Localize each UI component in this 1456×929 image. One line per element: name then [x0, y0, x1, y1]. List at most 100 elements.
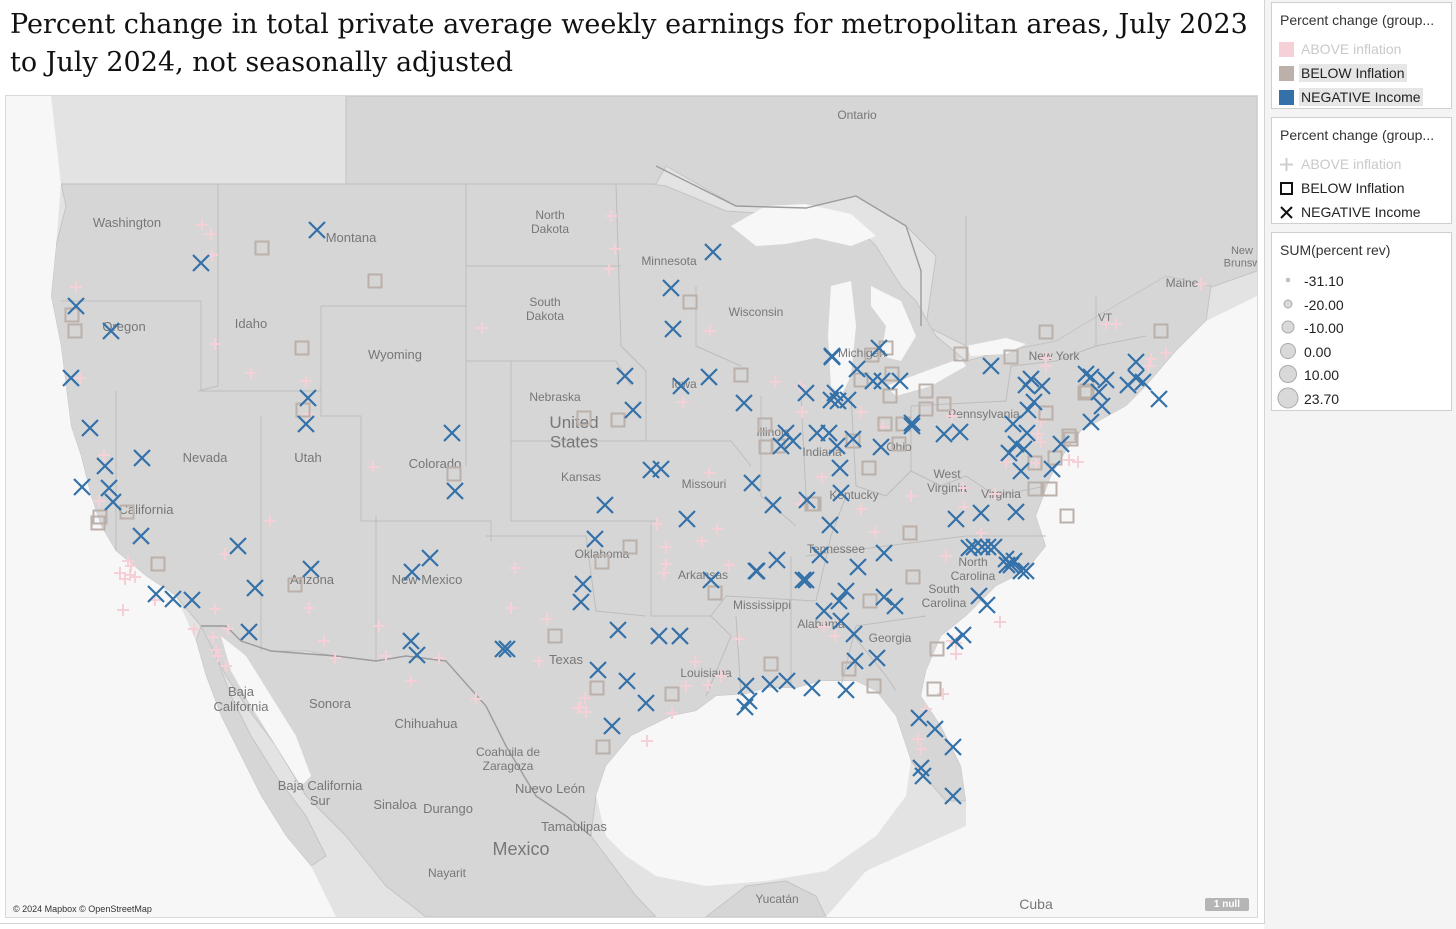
negative-income-x-mark[interactable] [246, 579, 264, 597]
below-inflation-square-mark[interactable] [622, 539, 638, 555]
negative-income-x-mark[interactable] [978, 596, 996, 614]
above-inflation-plus-mark[interactable] [1040, 360, 1052, 372]
negative-income-x-mark[interactable] [811, 546, 829, 564]
negative-income-x-mark[interactable] [133, 449, 151, 467]
above-inflation-plus-mark[interactable] [829, 630, 841, 642]
above-inflation-plus-mark[interactable] [220, 660, 232, 672]
negative-income-x-mark[interactable] [960, 539, 978, 557]
above-inflation-plus-mark[interactable] [715, 670, 727, 682]
negative-income-x-mark[interactable] [609, 621, 627, 639]
negative-income-x-mark[interactable] [671, 627, 689, 645]
size-legend-item[interactable]: -10.00 [1272, 316, 1451, 338]
negative-income-x-mark[interactable] [81, 419, 99, 437]
negative-income-x-mark[interactable] [743, 474, 761, 492]
negative-income-x-mark[interactable] [764, 496, 782, 514]
negative-income-x-mark[interactable] [845, 625, 863, 643]
above-inflation-plus-mark[interactable] [380, 650, 392, 662]
negative-income-x-mark[interactable] [1077, 365, 1095, 383]
below-inflation-square-mark[interactable] [90, 515, 106, 531]
negative-income-x-mark[interactable] [965, 538, 983, 556]
color-legend-item-negative[interactable]: NEGATIVE Income [1272, 85, 1451, 107]
above-inflation-plus-mark[interactable] [905, 490, 917, 502]
below-inflation-square-mark[interactable] [547, 628, 563, 644]
negative-income-x-mark[interactable] [848, 360, 866, 378]
negative-income-x-mark[interactable] [886, 597, 904, 615]
below-inflation-square-mark[interactable] [1059, 508, 1075, 524]
negative-income-x-mark[interactable] [837, 582, 855, 600]
negative-income-x-mark[interactable] [1004, 415, 1022, 433]
below-inflation-square-mark[interactable] [733, 367, 749, 383]
above-inflation-plus-mark[interactable] [405, 675, 417, 687]
negative-income-x-mark[interactable] [998, 556, 1016, 574]
negative-income-x-mark[interactable] [664, 320, 682, 338]
map-canvas[interactable]: Ontario Washington Montana North Dakota Minne… [6, 96, 1257, 917]
below-inflation-square-mark[interactable] [150, 556, 166, 572]
above-inflation-plus-mark[interactable] [937, 688, 949, 700]
below-inflation-square-mark[interactable] [119, 504, 135, 520]
above-inflation-plus-mark[interactable] [373, 620, 385, 632]
metro-area-marks[interactable] [62, 210, 1207, 805]
negative-income-x-mark[interactable] [616, 367, 634, 385]
below-inflation-square-mark[interactable] [804, 496, 820, 512]
negative-income-x-mark[interactable] [443, 424, 461, 442]
size-legend-item[interactable]: 10.00 [1272, 363, 1451, 385]
above-inflation-plus-mark[interactable] [572, 702, 584, 714]
negative-income-x-mark[interactable] [1043, 460, 1061, 478]
negative-income-x-mark[interactable] [972, 504, 990, 522]
below-inflation-square-mark[interactable] [67, 323, 83, 339]
above-inflation-plus-mark[interactable] [660, 541, 672, 553]
negative-income-x-mark[interactable] [820, 424, 838, 442]
size-legend-item[interactable]: 0.00 [1272, 340, 1451, 362]
negative-income-x-mark[interactable] [748, 562, 766, 580]
below-inflation-square-mark[interactable] [862, 593, 878, 609]
above-inflation-plus-mark[interactable] [641, 735, 653, 747]
below-inflation-square-mark[interactable] [589, 680, 605, 696]
size-legend-item[interactable]: 23.70 [1272, 387, 1451, 409]
above-inflation-plus-mark[interactable] [1110, 318, 1122, 330]
above-inflation-plus-mark[interactable] [505, 602, 517, 614]
size-legend[interactable]: SUM(percent rev) -31.10 -20.00 -10.00 0.00 1… [1271, 232, 1452, 411]
negative-income-x-mark[interactable] [421, 549, 439, 567]
negative-income-x-mark[interactable] [1033, 377, 1051, 395]
negative-income-x-mark[interactable] [650, 627, 668, 645]
shape-legend-item-negative[interactable]: NEGATIVE Income [1272, 200, 1451, 222]
above-inflation-plus-mark[interactable] [1032, 428, 1044, 440]
above-inflation-plus-mark[interactable] [733, 633, 745, 645]
negative-income-x-mark[interactable] [828, 437, 846, 455]
below-inflation-square-mark[interactable] [1061, 428, 1077, 444]
negative-income-x-mark[interactable] [798, 491, 816, 509]
negative-income-x-mark[interactable] [844, 430, 862, 448]
above-inflation-plus-mark[interactable] [70, 281, 82, 293]
below-inflation-square-mark[interactable] [1079, 383, 1095, 399]
below-inflation-square-mark[interactable] [905, 569, 921, 585]
above-inflation-plus-mark[interactable] [245, 367, 257, 379]
above-inflation-plus-mark[interactable] [303, 602, 315, 614]
above-inflation-plus-mark[interactable] [680, 680, 692, 692]
above-inflation-plus-mark[interactable] [367, 461, 379, 473]
negative-income-x-mark[interactable] [1082, 368, 1100, 386]
negative-income-x-mark[interactable] [823, 348, 841, 366]
above-inflation-plus-mark[interactable] [915, 743, 927, 755]
below-inflation-square-mark[interactable] [845, 433, 861, 449]
negative-income-x-mark[interactable] [1015, 440, 1033, 458]
negative-income-x-mark[interactable] [589, 661, 607, 679]
negative-income-x-mark[interactable] [737, 677, 755, 695]
below-inflation-square-mark[interactable] [1153, 323, 1169, 339]
below-inflation-square-mark[interactable] [841, 661, 857, 677]
above-inflation-plus-mark[interactable] [212, 650, 224, 662]
below-inflation-square-mark[interactable] [1027, 481, 1043, 497]
above-inflation-plus-mark[interactable] [651, 518, 663, 530]
above-inflation-plus-mark[interactable] [476, 322, 488, 334]
negative-income-x-mark[interactable] [302, 560, 320, 578]
negative-income-x-mark[interactable] [849, 558, 867, 576]
above-inflation-plus-mark[interactable] [658, 567, 670, 579]
negative-income-x-mark[interactable] [864, 372, 882, 390]
negative-income-x-mark[interactable] [951, 423, 969, 441]
above-inflation-plus-mark[interactable] [957, 482, 969, 494]
negative-income-x-mark[interactable] [1000, 444, 1018, 462]
negative-income-x-mark[interactable] [132, 527, 150, 545]
negative-income-x-mark[interactable] [102, 322, 120, 340]
above-inflation-plus-mark[interactable] [209, 338, 221, 350]
negative-income-x-mark[interactable] [62, 369, 80, 387]
above-inflation-plus-mark[interactable] [329, 652, 341, 664]
